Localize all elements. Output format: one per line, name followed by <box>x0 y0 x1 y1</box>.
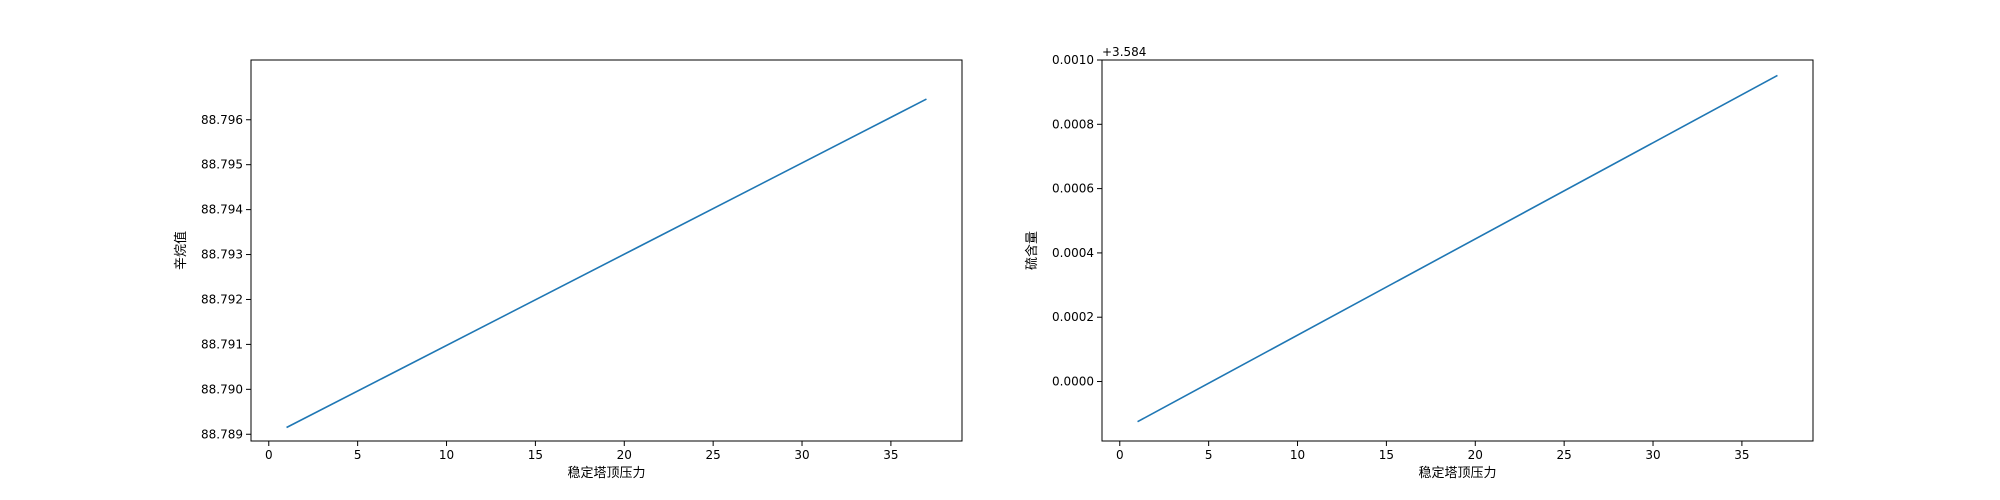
y-tick-label: 0.0006 <box>1052 182 1094 196</box>
y-tick-label: 88.794 <box>201 203 243 217</box>
x-tick-label: 10 <box>439 448 454 462</box>
chart-octane: 稳定塔顶压力 辛烷值 0 5 10 15 20 25 30 35 88.789 88.790 88.… <box>173 59 963 481</box>
y-tick-label: 0.0002 <box>1052 310 1094 324</box>
y-tick-label: 88.789 <box>201 427 243 441</box>
series-line <box>1137 74 1778 423</box>
x-tick-label: 0 <box>265 448 273 462</box>
x-tick-label: 35 <box>883 448 898 462</box>
x-tick-label: 20 <box>617 448 632 462</box>
x-tick-label: 0 <box>1116 448 1124 462</box>
x-tick-label: 5 <box>1205 448 1213 462</box>
x-tick-label: 30 <box>1645 448 1660 462</box>
y-tick-label: 88.791 <box>201 337 243 351</box>
axes-frame <box>1101 59 1814 442</box>
y-tick-label: 0.0000 <box>1052 375 1094 389</box>
x-tick-label: 35 <box>1734 448 1749 462</box>
y-tick-label: 88.792 <box>201 292 243 306</box>
y-tick-label: 88.793 <box>201 248 243 262</box>
x-axis-label: 稳定塔顶压力 <box>1418 465 1496 481</box>
series-line <box>286 98 927 429</box>
y-tick-label: 0.0010 <box>1052 53 1094 67</box>
x-tick-label: 25 <box>706 448 721 462</box>
x-tick-label: 30 <box>794 448 809 462</box>
offset-label: +3.584 <box>1102 45 1146 59</box>
y-tick-label: 88.790 <box>201 382 243 396</box>
x-tick-label: 15 <box>1379 448 1394 462</box>
x-tick-label: 20 <box>1468 448 1483 462</box>
x-axis-label: 稳定塔顶压力 <box>567 465 645 481</box>
y-tick-label: 88.795 <box>201 158 243 172</box>
x-tick-label: 25 <box>1557 448 1572 462</box>
y-axis-label: 辛烷值 <box>173 231 189 270</box>
x-tick-label: 10 <box>1290 448 1305 462</box>
x-tick-label: 15 <box>528 448 543 462</box>
chart-sulfur: +3.584 稳定塔顶压力 硫含量 0 5 10 15 20 25 30 35 0.0000 0.… <box>1024 45 1814 481</box>
x-tick-label: 5 <box>354 448 362 462</box>
y-axis-label: 硫含量 <box>1024 231 1040 270</box>
axes-frame <box>250 59 963 442</box>
y-tick-label: 88.796 <box>201 113 243 127</box>
y-tick-label: 0.0008 <box>1052 117 1094 131</box>
y-tick-label: 0.0004 <box>1052 246 1094 260</box>
